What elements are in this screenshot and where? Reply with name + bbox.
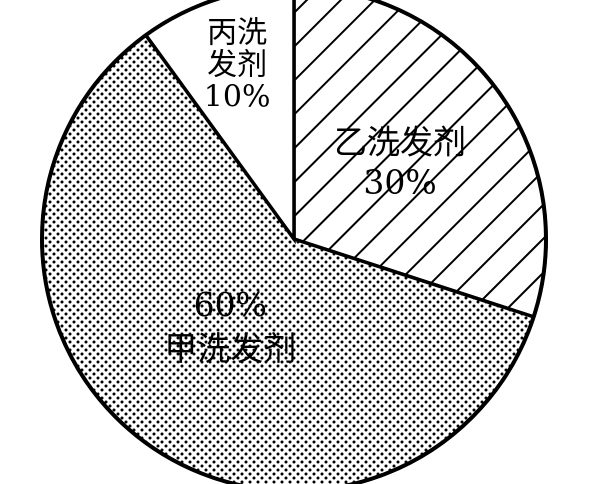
- slice-label-0-line-0: 乙洗发剂: [334, 123, 466, 162]
- slice-label-0-line-1: 30%: [363, 163, 436, 202]
- slice-label-1: 60% 甲洗发剂: [164, 285, 296, 368]
- pie-labels: 乙洗发剂 30% 60% 甲洗发剂 丙洗发剂 10%: [164, 16, 466, 369]
- slice-label-0: 乙洗发剂 30%: [334, 123, 466, 202]
- slice-label-1-line-1: 甲洗发剂: [164, 329, 296, 368]
- slice-label-2-line-2: 10%: [204, 80, 271, 115]
- slice-label-2-line-1: 发剂: [207, 48, 267, 83]
- slice-label-1-line-0: 60%: [194, 285, 267, 324]
- slice-label-2: 丙洗发剂 10%: [204, 16, 271, 115]
- pie-slices: [40, 0, 548, 484]
- slice-label-2-line-0: 丙洗: [207, 16, 267, 51]
- pie-outline: [40, 0, 548, 484]
